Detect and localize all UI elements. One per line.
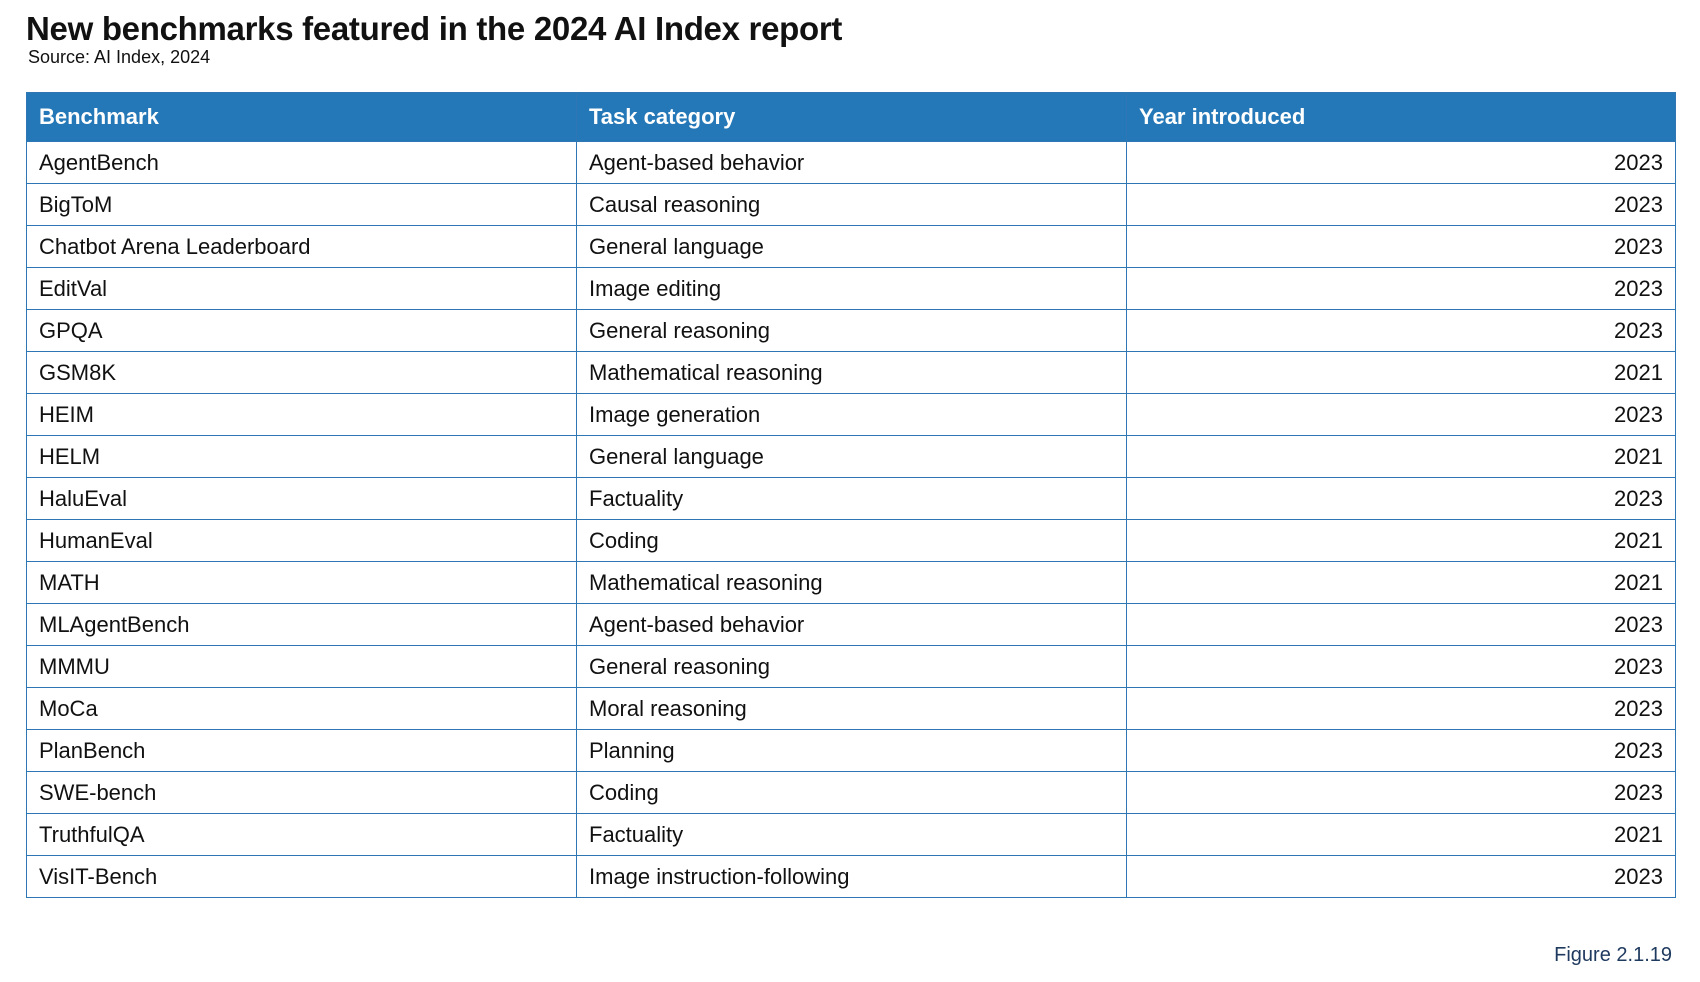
task-category-cell: Factuality bbox=[576, 477, 1127, 520]
table-row: AgentBench Agent-based behavior 2023 bbox=[26, 141, 1676, 184]
year-cell: 2021 bbox=[1126, 351, 1676, 394]
benchmark-cell: HEIM bbox=[26, 393, 577, 436]
year-cell: 2023 bbox=[1126, 771, 1676, 814]
table-row: EditVal Image editing 2023 bbox=[26, 267, 1676, 310]
benchmark-cell: SWE-bench bbox=[26, 771, 577, 814]
task-category-cell: Mathematical reasoning bbox=[576, 351, 1127, 394]
table-row: Chatbot Arena Leaderboard General languag… bbox=[26, 225, 1676, 268]
benchmark-cell: GSM8K bbox=[26, 351, 577, 394]
table-body: AgentBench Agent-based behavior 2023 BigToM… bbox=[26, 141, 1676, 898]
benchmark-cell: HaluEval bbox=[26, 477, 577, 520]
figure-label: Figure 2.1.19 bbox=[1554, 944, 1672, 966]
year-cell: 2021 bbox=[1126, 813, 1676, 856]
table-row: HumanEval Coding 2021 bbox=[26, 519, 1676, 562]
benchmark-cell: VisIT-Bench bbox=[26, 855, 577, 898]
table-row: MMMU General reasoning 2023 bbox=[26, 645, 1676, 688]
table-row: MLAgentBench Agent-based behavior 2023 bbox=[26, 603, 1676, 646]
year-cell: 2023 bbox=[1126, 687, 1676, 730]
table-row: TruthfulQA Factuality 2021 bbox=[26, 813, 1676, 856]
year-cell: 2023 bbox=[1126, 603, 1676, 646]
task-category-cell: Image generation bbox=[576, 393, 1127, 436]
benchmark-cell: PlanBench bbox=[26, 729, 577, 772]
year-cell: 2023 bbox=[1126, 477, 1676, 520]
table-row: PlanBench Planning 2023 bbox=[26, 729, 1676, 772]
benchmark-cell: MMMU bbox=[26, 645, 577, 688]
table-row: GPQA General reasoning 2023 bbox=[26, 309, 1676, 352]
column-header-year-introduced: Year introduced bbox=[1126, 92, 1676, 142]
task-category-cell: Image instruction-following bbox=[576, 855, 1127, 898]
task-category-cell: Mathematical reasoning bbox=[576, 561, 1127, 604]
year-cell: 2021 bbox=[1126, 561, 1676, 604]
column-header-task-category: Task category bbox=[576, 92, 1127, 142]
benchmark-cell: GPQA bbox=[26, 309, 577, 352]
source-note: Source: AI Index, 2024 bbox=[28, 47, 211, 67]
table-row: SWE-bench Coding 2023 bbox=[26, 771, 1676, 814]
task-category-cell: Coding bbox=[576, 771, 1127, 814]
benchmark-cell: MoCa bbox=[26, 687, 577, 730]
table-row: VisIT-Bench Image instruction-following 20… bbox=[26, 855, 1676, 898]
table-row: GSM8K Mathematical reasoning 2021 bbox=[26, 351, 1676, 394]
task-category-cell: Causal reasoning bbox=[576, 183, 1127, 226]
benchmark-cell: Chatbot Arena Leaderboard bbox=[26, 225, 577, 268]
benchmark-cell: HumanEval bbox=[26, 519, 577, 562]
year-cell: 2023 bbox=[1126, 729, 1676, 772]
year-cell: 2023 bbox=[1126, 855, 1676, 898]
task-category-cell: Agent-based behavior bbox=[576, 141, 1127, 184]
year-cell: 2021 bbox=[1126, 435, 1676, 478]
year-cell: 2023 bbox=[1126, 267, 1676, 310]
year-cell: 2023 bbox=[1126, 645, 1676, 688]
task-category-cell: General language bbox=[576, 435, 1127, 478]
year-cell: 2023 bbox=[1126, 141, 1676, 184]
task-category-cell: General reasoning bbox=[576, 645, 1127, 688]
table-row: MATH Mathematical reasoning 2021 bbox=[26, 561, 1676, 604]
benchmark-cell: TruthfulQA bbox=[26, 813, 577, 856]
column-header-benchmark: Benchmark bbox=[26, 92, 577, 142]
task-category-cell: Coding bbox=[576, 519, 1127, 562]
year-cell: 2021 bbox=[1126, 519, 1676, 562]
benchmarks-table: Benchmark Task category Year introduced … bbox=[26, 92, 1676, 898]
table-row: HEIM Image generation 2023 bbox=[26, 393, 1676, 436]
benchmark-cell: BigToM bbox=[26, 183, 577, 226]
benchmark-cell: MLAgentBench bbox=[26, 603, 577, 646]
table-row: BigToM Causal reasoning 2023 bbox=[26, 183, 1676, 226]
task-category-cell: Moral reasoning bbox=[576, 687, 1127, 730]
task-category-cell: Agent-based behavior bbox=[576, 603, 1127, 646]
table-row: MoCa Moral reasoning 2023 bbox=[26, 687, 1676, 730]
year-cell: 2023 bbox=[1126, 393, 1676, 436]
task-category-cell: General reasoning bbox=[576, 309, 1127, 352]
benchmark-cell: MATH bbox=[26, 561, 577, 604]
benchmark-cell: HELM bbox=[26, 435, 577, 478]
benchmark-cell: AgentBench bbox=[26, 141, 577, 184]
task-category-cell: Image editing bbox=[576, 267, 1127, 310]
year-cell: 2023 bbox=[1126, 183, 1676, 226]
year-cell: 2023 bbox=[1126, 225, 1676, 268]
table-row: HaluEval Factuality 2023 bbox=[26, 477, 1676, 520]
table-header-row: Benchmark Task category Year introduced bbox=[26, 92, 1676, 142]
benchmark-cell: EditVal bbox=[26, 267, 577, 310]
task-category-cell: Factuality bbox=[576, 813, 1127, 856]
page-title: New benchmarks featured in the 2024 AI I… bbox=[26, 10, 843, 47]
task-category-cell: General language bbox=[576, 225, 1127, 268]
task-category-cell: Planning bbox=[576, 729, 1127, 772]
year-cell: 2023 bbox=[1126, 309, 1676, 352]
table-row: HELM General language 2021 bbox=[26, 435, 1676, 478]
